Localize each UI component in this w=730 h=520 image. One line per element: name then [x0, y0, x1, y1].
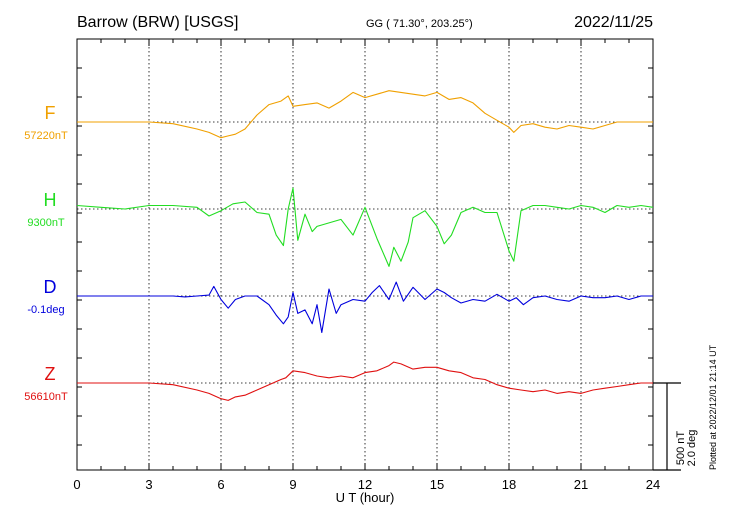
- series-name-z: Z: [45, 364, 56, 384]
- x-tick-label: 3: [145, 477, 152, 492]
- x-axis-label: U T (hour): [336, 490, 395, 505]
- series-labels: F 57220nT H 9300nT D -0.1deg Z 56610nT: [24, 103, 68, 403]
- series-baseline-h: 9300nT: [27, 217, 65, 229]
- x-tick-labels: 0 3 6 9 12 15 18 21 24: [73, 477, 660, 492]
- series-line-z: [77, 361, 653, 401]
- axis-ticks: [76, 39, 654, 470]
- x-tick-label: 12: [358, 477, 372, 492]
- series-baseline-f: 57220nT: [24, 130, 68, 142]
- series-baseline-d: -0.1deg: [27, 304, 64, 316]
- x-tick-label: 15: [430, 477, 444, 492]
- date-label: 2022/11/25: [574, 14, 653, 31]
- x-tick-label: 0: [73, 477, 80, 492]
- series-line-h: [76, 187, 654, 267]
- plotted-note: Plotted at 2022/12/01 21:14 UT: [708, 344, 718, 470]
- series-name-h: H: [44, 190, 57, 210]
- series-baseline-z: 56610nT: [24, 391, 68, 403]
- scale-bar: 500 nT 2.0 deg: [653, 382, 698, 471]
- series-name-d: D: [44, 277, 57, 297]
- x-tick-label: 21: [574, 477, 588, 492]
- coords-label: GG ( 71.30°, 203.25°): [366, 18, 473, 30]
- series-line-f: [77, 90, 653, 139]
- scale-bar-label-nt: 500 nT: [675, 431, 687, 466]
- grid-lines: [148, 39, 582, 470]
- x-tick-label: 18: [502, 477, 516, 492]
- series-name-f: F: [45, 103, 56, 123]
- x-tick-label: 9: [289, 477, 296, 492]
- x-tick-label: 6: [217, 477, 224, 492]
- series-lines: [76, 90, 654, 401]
- scale-bar-label-deg: 2.0 deg: [686, 430, 698, 467]
- x-tick-label: 24: [646, 477, 660, 492]
- series-line-d: [77, 281, 653, 334]
- station-title: Barrow (BRW) [USGS]: [77, 14, 239, 31]
